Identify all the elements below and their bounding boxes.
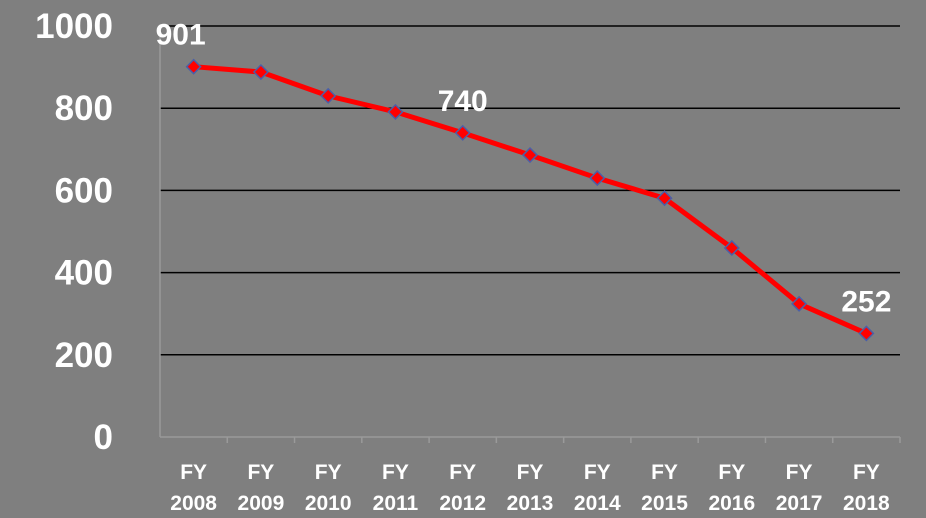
x-tick-label: FY 2017 (776, 461, 823, 515)
marker (320, 87, 337, 104)
marker (521, 146, 539, 164)
marker (454, 124, 471, 141)
y-tick-label: 0 (94, 418, 113, 457)
marker (656, 190, 673, 207)
line (193, 64, 868, 336)
marker (252, 63, 269, 81)
marker (589, 170, 606, 187)
x-tick-label: FY 2018 (843, 461, 890, 515)
x-tick-label: FY 2012 (439, 461, 486, 515)
y-tick-label: 200 (55, 336, 113, 375)
x-tick-label: FY 2008 (170, 461, 217, 515)
x-tick-label: FY 2015 (641, 461, 688, 515)
data-label: 252 (841, 285, 891, 318)
marker (387, 103, 404, 120)
x-tick-label: FY 2011 (373, 461, 419, 515)
data-label: 740 (438, 85, 488, 118)
marker (723, 239, 740, 257)
x-tick-label: FY 2014 (574, 461, 621, 515)
x-tick-label: FY 2010 (305, 461, 352, 515)
x-tick-label: FY 2016 (708, 461, 755, 515)
x-tick-label: FY 2009 (238, 461, 285, 515)
y-tick-label: 600 (55, 171, 113, 210)
marker (791, 295, 808, 312)
y-tick-label: 400 (55, 254, 113, 293)
marker (185, 58, 202, 75)
data-label: 901 (156, 19, 206, 52)
y-tick-label: 1000 (35, 7, 113, 46)
x-tick-label: FY 2013 (507, 461, 554, 515)
marker (858, 325, 875, 342)
y-tick-label: 800 (55, 89, 113, 128)
